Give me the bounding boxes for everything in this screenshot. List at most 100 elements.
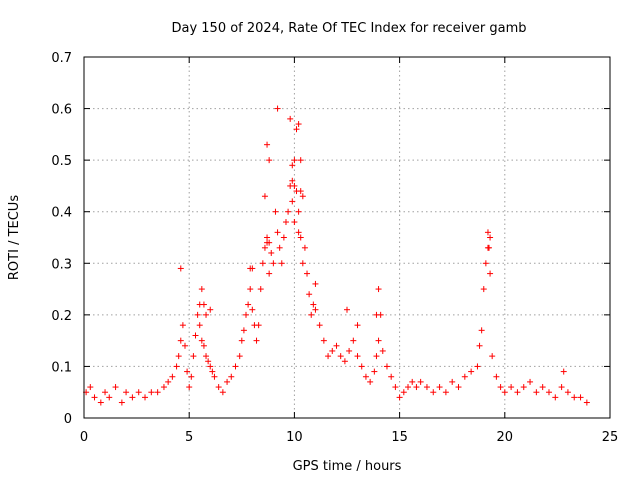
data-point xyxy=(219,389,226,396)
data-point xyxy=(238,337,245,344)
data-point xyxy=(476,342,483,349)
data-point xyxy=(297,157,304,164)
y-tick-label: 0 xyxy=(64,412,72,427)
data-point xyxy=(413,384,420,391)
data-point xyxy=(373,353,380,360)
data-point xyxy=(236,353,243,360)
data-point xyxy=(184,368,191,375)
x-tick-label: 0 xyxy=(80,430,88,445)
data-point xyxy=(264,234,271,241)
data-point xyxy=(396,394,403,401)
data-point xyxy=(186,384,193,391)
data-point xyxy=(249,265,256,272)
data-point xyxy=(181,342,188,349)
data-point xyxy=(87,384,94,391)
x-axis-ticks: 0 5 10 15 20 25 xyxy=(80,57,618,445)
data-point xyxy=(173,363,180,370)
data-point xyxy=(177,337,184,344)
data-point xyxy=(400,389,407,396)
y-tick-label: 0.5 xyxy=(51,154,72,169)
data-point xyxy=(249,306,256,313)
data-point xyxy=(285,208,292,215)
data-point xyxy=(198,286,205,293)
data-point xyxy=(272,208,279,215)
data-point xyxy=(192,332,199,339)
data-point xyxy=(430,389,437,396)
data-point xyxy=(539,384,546,391)
data-point xyxy=(354,353,361,360)
data-point xyxy=(564,389,571,396)
data-point xyxy=(247,286,254,293)
data-point xyxy=(203,353,210,360)
data-point xyxy=(508,384,515,391)
data-point xyxy=(558,384,565,391)
data-point xyxy=(169,373,176,380)
data-point xyxy=(154,389,161,396)
data-point xyxy=(200,342,207,349)
x-tick-label: 15 xyxy=(391,430,408,445)
data-point xyxy=(203,311,210,318)
data-point xyxy=(179,322,186,329)
data-point xyxy=(493,373,500,380)
x-tick-label: 20 xyxy=(497,430,514,445)
data-point xyxy=(215,384,222,391)
data-point xyxy=(533,389,540,396)
data-point xyxy=(224,378,231,385)
data-point xyxy=(486,244,493,251)
data-point xyxy=(337,353,344,360)
data-point xyxy=(325,353,332,360)
data-point xyxy=(106,394,113,401)
data-point xyxy=(266,157,273,164)
data-point xyxy=(455,384,462,391)
data-point xyxy=(135,389,142,396)
data-point xyxy=(200,301,207,308)
data-point xyxy=(142,394,149,401)
data-point xyxy=(257,286,264,293)
data-point xyxy=(383,363,390,370)
x-tick-label: 5 xyxy=(185,430,193,445)
data-point xyxy=(291,182,298,189)
data-point xyxy=(297,188,304,195)
data-point xyxy=(423,384,430,391)
data-point xyxy=(482,260,489,267)
data-point xyxy=(123,389,130,396)
data-point xyxy=(270,260,277,267)
data-point xyxy=(571,394,578,401)
data-point xyxy=(264,239,271,246)
data-point xyxy=(278,260,285,267)
data-point xyxy=(312,280,319,287)
data-point xyxy=(497,384,504,391)
y-tick-label: 0.2 xyxy=(51,309,72,324)
data-point xyxy=(304,270,311,277)
data-point xyxy=(468,368,475,375)
data-point xyxy=(274,229,281,236)
data-point xyxy=(487,234,494,241)
data-point xyxy=(344,306,350,313)
data-point xyxy=(392,384,399,391)
data-point xyxy=(289,177,296,184)
data-point xyxy=(188,373,195,380)
y-tick-label: 0.1 xyxy=(51,360,72,375)
data-point xyxy=(295,229,302,236)
data-point xyxy=(379,347,386,354)
data-point xyxy=(175,353,182,360)
data-point xyxy=(436,384,443,391)
data-point xyxy=(205,358,212,365)
data-point xyxy=(287,115,294,122)
data-point xyxy=(299,193,306,200)
data-point xyxy=(583,399,590,406)
data-point xyxy=(362,373,369,380)
data-point xyxy=(474,363,481,370)
y-tick-label: 0.6 xyxy=(51,103,72,118)
data-point xyxy=(280,234,287,241)
data-point xyxy=(268,249,275,256)
data-point xyxy=(501,389,508,396)
data-point xyxy=(129,394,136,401)
data-point xyxy=(118,399,125,406)
data-point xyxy=(520,384,527,391)
data-point xyxy=(266,270,273,277)
data-point xyxy=(289,162,296,169)
data-point xyxy=(255,322,262,329)
plot-frame xyxy=(83,56,611,419)
